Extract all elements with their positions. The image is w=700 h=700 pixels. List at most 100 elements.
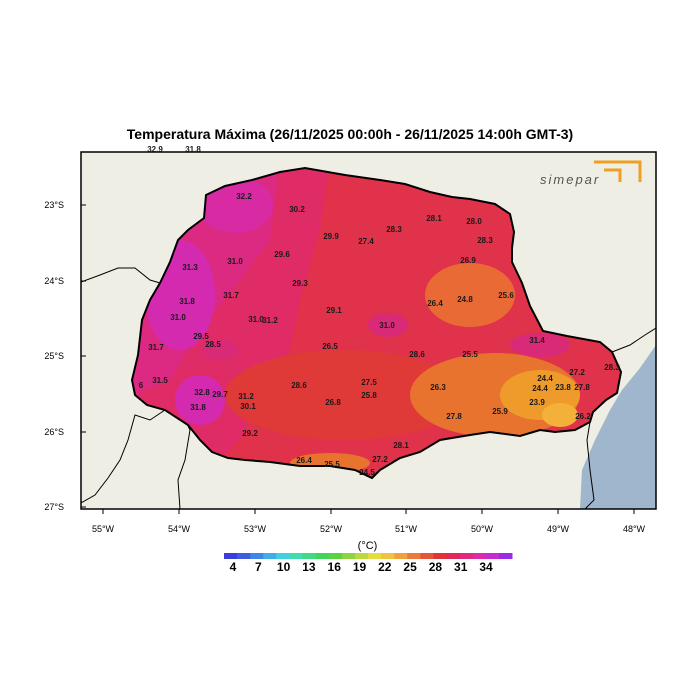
colorbar-swatch [263, 553, 277, 559]
x-tick-label: 53°W [244, 524, 267, 534]
station-value: 27.2 [569, 368, 585, 377]
station-value: 26.8 [325, 398, 341, 407]
y-tick-label: 25°S [44, 351, 64, 361]
colorbar-swatch [420, 553, 434, 559]
station-value: 27.8 [446, 412, 462, 421]
colorbar-swatch [381, 553, 395, 559]
x-tick-label: 51°W [395, 524, 418, 534]
station-value: 31.0 [379, 321, 395, 330]
station-value: 31.2 [238, 392, 254, 401]
station-value: 31.8 [185, 145, 201, 154]
colorbar-label: 31 [454, 560, 468, 574]
ocean-area [580, 345, 656, 509]
colorbar-unit: (°C) [357, 540, 378, 552]
station-value: 24.4 [537, 374, 553, 383]
x-tick-label: 55°W [92, 524, 115, 534]
colorbar-swatch [250, 553, 264, 559]
colorbar-swatch [407, 553, 421, 559]
colorbar-swatch [394, 553, 408, 559]
colorbar-swatch [433, 553, 448, 559]
station-value: 6 [139, 381, 144, 390]
colorbar-swatch [341, 553, 356, 559]
station-value: 25.8 [361, 391, 377, 400]
colorbar-swatch [302, 553, 317, 559]
station-value: 27.4 [358, 237, 374, 246]
y-tick-label: 23°S [44, 200, 64, 210]
station-value: 31.2 [262, 316, 278, 325]
colorbar-swatch [224, 553, 238, 559]
station-value: 25.5 [324, 460, 340, 469]
station-value: 25.6 [498, 291, 514, 300]
simepar-logo: simepar [540, 160, 642, 187]
station-value: 29.9 [323, 232, 339, 241]
y-axis: 23°S 24°S 25°S 26°S 27°S [44, 200, 86, 512]
y-tick-label: 27°S [44, 502, 64, 512]
station-value: 32.2 [236, 192, 252, 201]
station-value: 26.5 [322, 342, 338, 351]
station-value: 31.7 [148, 343, 164, 352]
station-value: 29.3 [292, 279, 308, 288]
colorbar-label: 4 [230, 560, 237, 574]
station-value: 25.9 [492, 407, 508, 416]
colorbar-swatch [459, 553, 474, 559]
map-title: Temperatura Máxima (26/11/2025 00:00h - … [126, 126, 574, 142]
station-value: 28.6 [291, 381, 307, 390]
x-tick-label: 49°W [547, 524, 570, 534]
station-value: 31.3 [182, 263, 198, 272]
colorbar-swatch [354, 553, 369, 559]
station-value: 29.7 [212, 390, 228, 399]
x-axis: 55°W 54°W 53°W 52°W 51°W 50°W 49°W 48°W [92, 509, 646, 534]
colorbar-swatch [237, 553, 251, 559]
station-value: 31.0 [227, 257, 243, 266]
station-value: 23.9 [529, 398, 545, 407]
station-value: 23.8 [555, 383, 571, 392]
y-tick-label: 26°S [44, 427, 64, 437]
colorbar-label: 28 [429, 560, 443, 574]
station-value: 26.9 [460, 256, 476, 265]
station-value: 30.2 [289, 205, 305, 214]
station-values: 32.9 31.8 32.2 30.2 28.1 28.0 29.9 28.3 … [139, 145, 621, 477]
logo-text: simepar [540, 172, 600, 187]
colorbar-label: 34 [479, 560, 493, 574]
station-value: 28.1 [426, 214, 442, 223]
station-value: 26.3 [430, 383, 446, 392]
station-value: 25.5 [462, 350, 478, 359]
x-tick-label: 54°W [168, 524, 191, 534]
colorbar-swatch [498, 553, 513, 559]
station-value: 29.6 [274, 250, 290, 259]
station-value: 31.5 [152, 376, 168, 385]
colorbar-label: 16 [328, 560, 342, 574]
station-value: 27.2 [372, 455, 388, 464]
station-value: 31.0 [248, 315, 264, 324]
colorbar-swatch [472, 553, 487, 559]
station-value: 29.1 [326, 306, 342, 315]
colorbar-swatch [328, 553, 343, 559]
colorbar-swatch [446, 553, 461, 559]
x-tick-label: 50°W [471, 524, 494, 534]
border-santa-catarina-coast [584, 421, 595, 509]
colorbar-label: 7 [255, 560, 262, 574]
station-value: 26.2 [575, 412, 591, 421]
station-value: 28.6 [409, 350, 425, 359]
x-tick-label: 52°W [320, 524, 343, 534]
colorbar-label: 19 [353, 560, 367, 574]
station-value: 30.1 [240, 402, 256, 411]
colorbar-label: 22 [378, 560, 392, 574]
map-frame-border [80, 151, 657, 510]
station-value: 26.4 [427, 299, 443, 308]
colorbar-swatch [315, 553, 330, 559]
colorbar-swatch [368, 553, 382, 559]
y-tick-label: 24°S [44, 276, 64, 286]
station-value: 28.3 [604, 363, 620, 372]
station-value: 31.4 [529, 336, 545, 345]
border-paraguay [81, 267, 161, 284]
station-value: 28.3 [477, 236, 493, 245]
station-value: 31.8 [179, 297, 195, 306]
station-value: 27.8 [574, 383, 590, 392]
colorbar-swatch [485, 553, 500, 559]
colorbar: 4 7 10 13 16 19 22 25 28 31 34 [224, 553, 513, 574]
station-value: 28.5 [205, 340, 221, 349]
station-value: 32.8 [194, 388, 210, 397]
station-value: 24.4 [532, 384, 548, 393]
